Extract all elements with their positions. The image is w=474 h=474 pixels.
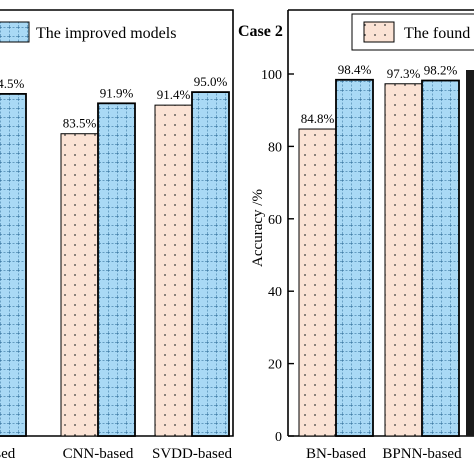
legend-label-found: The found xyxy=(404,25,470,42)
data-label: 94.5% xyxy=(0,76,24,91)
legend-swatch-improved xyxy=(0,21,30,43)
y-axis-ticks: 0 20 40 60 80 100 xyxy=(261,68,294,445)
data-label: 98.4% xyxy=(338,62,372,77)
right-panel: Case 2 0 20 40 60 80 100 Accuracy /% 84.8% 98.… xyxy=(238,9,474,462)
data-label: 91.4% xyxy=(157,87,191,102)
y-tick-label: 0 xyxy=(275,430,282,445)
x-tick-label: SVDD-based xyxy=(152,446,232,462)
legend-box xyxy=(351,13,474,51)
bar-M-based-improved xyxy=(0,93,27,437)
y-tick-label: 40 xyxy=(268,285,282,300)
data-label: 95.0% xyxy=(194,74,228,89)
data-label: 98.2% xyxy=(424,63,458,78)
left-panel: %94.5%M-based83.5%91.9%CNN-based91.4%95.… xyxy=(0,9,234,462)
bar-CNN-based-improved xyxy=(97,102,136,437)
bar-SVDD-based-improved xyxy=(191,91,230,437)
bar-BPNN-based-improved xyxy=(421,79,460,437)
legend-label-improved: The improved models xyxy=(36,25,176,42)
left-panel-marks: %94.5%M-based83.5%91.9%CNN-based91.4%95.… xyxy=(0,74,232,462)
x-tick-label: BPNN-based xyxy=(382,446,462,462)
x-tick-label: CNN-based xyxy=(63,446,134,462)
bar-SVDD-based-pink xyxy=(154,104,193,437)
bar-BN-based-improved xyxy=(335,78,374,437)
data-label: 91.9% xyxy=(100,85,134,100)
right-legend: The found xyxy=(351,13,474,51)
x-tick-label: M-based xyxy=(0,446,16,462)
y-tick-label: 60 xyxy=(268,213,282,228)
bar-BN-based-found xyxy=(298,128,337,437)
bar-CNN-based-pink xyxy=(60,133,99,437)
legend-swatch-found xyxy=(363,21,395,43)
right-panel-marks: 84.8% 98.4% BN-based 97.3% 98.2% BPNN-based xyxy=(298,62,462,462)
clipped-next-bar xyxy=(466,70,474,436)
bar-BPNN-based-found xyxy=(384,83,423,437)
y-tick-label: 80 xyxy=(268,140,282,155)
y-axis-label: Accuracy /% xyxy=(250,189,266,267)
x-tick-label: BN-based xyxy=(306,446,366,462)
data-label: 83.5% xyxy=(63,116,97,131)
panel-label-case2: Case 2 xyxy=(238,23,283,40)
data-label: 84.8% xyxy=(301,111,335,126)
y-tick-label: 100 xyxy=(261,68,282,83)
left-legend: The improved models xyxy=(0,21,176,43)
data-label: 97.3% xyxy=(387,66,421,81)
y-tick-label: 20 xyxy=(268,358,282,373)
